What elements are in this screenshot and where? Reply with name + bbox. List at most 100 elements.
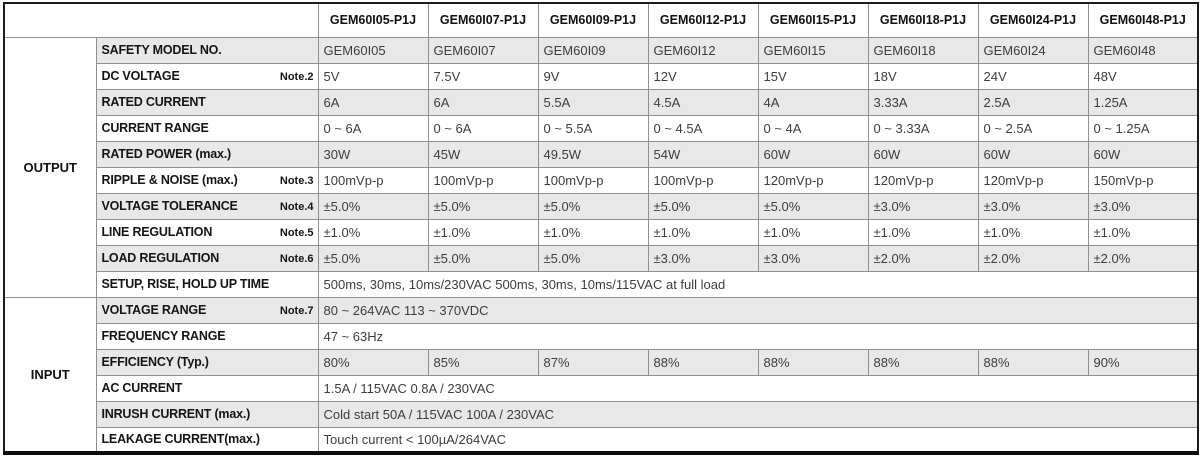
value-cell: 0 ~ 5.5A <box>537 114 649 142</box>
row-label: SETUP, RISE, HOLD UP TIME <box>101 277 270 291</box>
table-row: RIPPLE & NOISE (max.) Note.3 100mVp-p 100… <box>4 166 1199 194</box>
value-cell: 100mVp-p <box>647 166 759 194</box>
table-row: INPUT VOLTAGE RANGE Note.7 80 ~ 264VAC 11… <box>3 296 1199 454</box>
value-cell: 88% <box>757 348 869 376</box>
value-cell: 60W <box>757 140 869 168</box>
table-row: SETUP, RISE, HOLD UP TIME 500ms, 30ms, 1… <box>4 270 1199 298</box>
column-header-model: GEM60I18-P1J <box>867 2 979 38</box>
section-label-input: INPUT <box>3 296 97 454</box>
value-cell: 6A <box>427 88 539 116</box>
row-label: EFFICIENCY (Typ.) <box>101 355 209 369</box>
value-cell: 120mVp-p <box>867 166 979 194</box>
column-header-model: GEM60I24-P1J <box>977 2 1089 38</box>
value-cell: ±5.0% <box>757 192 869 220</box>
value-cell: GEM60I07 <box>427 36 539 64</box>
value-cell: 88% <box>977 348 1089 376</box>
value-cell: ±1.0% <box>537 218 649 246</box>
value-cell: 0 ~ 1.25A <box>1087 114 1199 142</box>
value-cell: ±3.0% <box>757 244 869 272</box>
row-label: LOAD REGULATION <box>101 251 220 265</box>
table-row: RATED POWER (max.) 30W 45W 49.5W 54W 60W… <box>4 140 1199 168</box>
corner-cell <box>3 2 319 38</box>
row-label: LINE REGULATION <box>101 225 213 239</box>
value-cell: 80% <box>317 348 429 376</box>
row-label: AC CURRENT <box>101 381 183 395</box>
value-cell: 60W <box>977 140 1089 168</box>
value-cell: 100mVp-p <box>427 166 539 194</box>
table-row: OUTPUT SAFETY MODEL NO. GEM60I05 GEM60I0… <box>3 36 1199 298</box>
value-cell: 120mVp-p <box>757 166 869 194</box>
table-row: RATED CURRENT 6A 6A 5.5A 4.5A 4A 3.33A 2… <box>4 88 1199 116</box>
table-row: FREQUENCY RANGE 47 ~ 63Hz <box>4 322 1199 350</box>
merged-value-cell: Touch current < 100µA/264VAC <box>317 426 1199 454</box>
value-cell: 24V <box>977 62 1089 90</box>
value-cell: GEM60I05 <box>317 36 429 64</box>
value-cell: 12V <box>647 62 759 90</box>
row-label: VOLTAGE TOLERANCE <box>101 199 238 213</box>
value-cell: ±3.0% <box>867 192 979 220</box>
value-cell: 120mVp-p <box>977 166 1089 194</box>
value-cell: 18V <box>867 62 979 90</box>
value-cell: ±1.0% <box>427 218 539 246</box>
value-cell: 7.5V <box>427 62 539 90</box>
value-cell: 60W <box>867 140 979 168</box>
value-cell: 4.5A <box>647 88 759 116</box>
value-cell: 88% <box>647 348 759 376</box>
row-label-cell: LEAKAGE CURRENT(max.) <box>95 426 319 454</box>
value-cell: 0 ~ 2.5A <box>977 114 1089 142</box>
value-cell: 0 ~ 6A <box>317 114 429 142</box>
table-row: LOAD REGULATION Note.6 ±5.0% ±5.0% ±5.0% … <box>4 244 1199 272</box>
row-label-cell: VOLTAGE TOLERANCE Note.4 <box>95 192 319 220</box>
value-cell: 0 ~ 6A <box>427 114 539 142</box>
value-cell: 3.33A <box>867 88 979 116</box>
value-cell: 150mVp-p <box>1087 166 1199 194</box>
value-cell: ±1.0% <box>647 218 759 246</box>
value-cell: ±5.0% <box>537 192 649 220</box>
value-cell: 1.25A <box>1087 88 1199 116</box>
value-cell: 49.5W <box>537 140 649 168</box>
row-label: CURRENT RANGE <box>101 121 209 135</box>
row-label: DC VOLTAGE <box>101 69 180 83</box>
value-cell: 9V <box>537 62 649 90</box>
column-header-model: GEM60I12-P1J <box>647 2 759 38</box>
model-header-row: GEM60I05-P1J GEM60I07-P1J GEM60I09-P1J G… <box>3 2 1199 38</box>
row-label-cell: RATED POWER (max.) <box>95 140 319 168</box>
value-cell: ±2.0% <box>867 244 979 272</box>
row-label-cell: EFFICIENCY (Typ.) <box>95 348 319 376</box>
merged-value-cell: 500ms, 30ms, 10ms/230VAC 500ms, 30ms, 10… <box>317 270 1199 298</box>
value-cell: GEM60I24 <box>977 36 1089 64</box>
note-label: Note.6 <box>279 253 314 265</box>
merged-value-cell: Cold start 50A / 115VAC 100A / 230VAC <box>317 400 1199 428</box>
value-cell: ±2.0% <box>977 244 1089 272</box>
value-cell: 0 ~ 3.33A <box>867 114 979 142</box>
value-cell: 60W <box>1087 140 1199 168</box>
value-cell: GEM60I09 <box>537 36 649 64</box>
row-label: VOLTAGE RANGE <box>101 303 207 317</box>
value-cell: ±5.0% <box>427 244 539 272</box>
value-cell: 2.5A <box>977 88 1089 116</box>
table-row: DC VOLTAGE Note.2 5V 7.5V 9V 12V 15V 18V … <box>4 62 1199 90</box>
row-label-cell: INRUSH CURRENT (max.) <box>95 400 319 428</box>
value-cell: ±2.0% <box>1087 244 1199 272</box>
value-cell: 54W <box>647 140 759 168</box>
row-label: RIPPLE & NOISE (max.) <box>101 173 238 187</box>
table-row: CURRENT RANGE 0 ~ 6A 0 ~ 6A 0 ~ 5.5A 0 ~… <box>4 114 1199 142</box>
value-cell: 6A <box>317 88 429 116</box>
column-header-model: GEM60I05-P1J <box>317 2 429 38</box>
value-cell: 90% <box>1087 348 1199 376</box>
column-header-model: GEM60I09-P1J <box>537 2 649 38</box>
value-cell: ±5.0% <box>647 192 759 220</box>
table-row: EFFICIENCY (Typ.) 80% 85% 87% 88% 88% 88… <box>4 348 1199 376</box>
row-label-cell: RATED CURRENT <box>95 88 319 116</box>
value-cell: ±1.0% <box>317 218 429 246</box>
value-cell: 85% <box>427 348 539 376</box>
column-header-model: GEM60I15-P1J <box>757 2 869 38</box>
value-cell: 5V <box>317 62 429 90</box>
row-label-cell: DC VOLTAGE Note.2 <box>95 62 319 90</box>
merged-value-cell: 47 ~ 63Hz <box>317 322 1199 350</box>
value-cell: GEM60I12 <box>647 36 759 64</box>
value-cell: 5.5A <box>537 88 649 116</box>
value-cell: 100mVp-p <box>537 166 649 194</box>
value-cell: ±1.0% <box>977 218 1089 246</box>
